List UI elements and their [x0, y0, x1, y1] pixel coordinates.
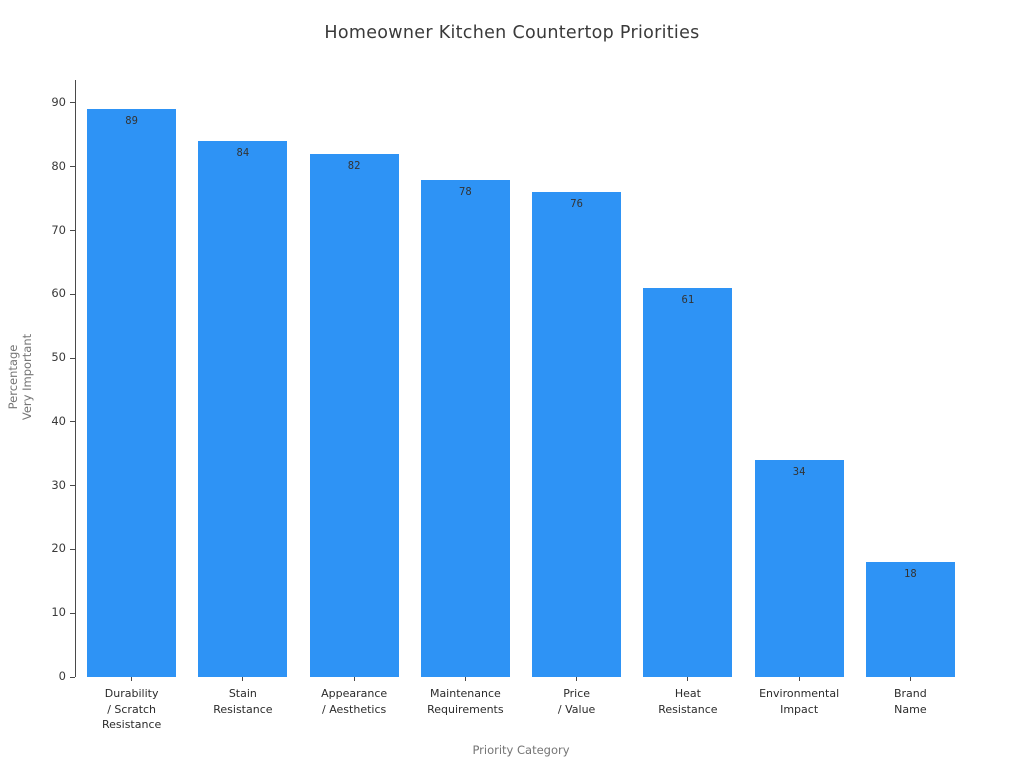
- y-axis-label: Percentage Very Important: [6, 334, 34, 420]
- bar-value-label: 89: [125, 115, 138, 128]
- x-tick-mark: [576, 677, 578, 681]
- y-tick-label: 60: [51, 286, 66, 301]
- bar-heat-resistance: 61: [643, 287, 733, 677]
- bar-value-label: 18: [904, 568, 917, 581]
- x-tick-label-line: Resistance: [658, 702, 718, 716]
- x-tick-label-line: Resistance: [213, 702, 273, 716]
- x-tick-label-line: Maintenance: [429, 687, 501, 700]
- x-tick-label: Environmental Impact: [729, 686, 869, 717]
- bar-appearance-aesthetics: 82: [309, 153, 399, 677]
- x-tick-mark: [242, 677, 244, 681]
- x-tick-mark: [131, 677, 133, 681]
- bar-environmental-impact: 34: [754, 460, 844, 677]
- y-tick-mark: [70, 548, 75, 550]
- x-tick-mark: [798, 677, 800, 681]
- bar-durability-scratch-resistance: 89: [87, 109, 177, 677]
- y-tick-label: 10: [51, 605, 66, 620]
- y-tick-mark: [70, 102, 75, 104]
- x-tick-label-line: Stain: [228, 687, 257, 700]
- bar-value-label: 61: [681, 293, 695, 306]
- bar-value-label: 78: [459, 185, 472, 198]
- x-tick-label-line: Name: [894, 702, 927, 716]
- y-tick-label: 30: [51, 477, 66, 492]
- x-tick-label: Maintenance Requirements: [395, 686, 535, 717]
- y-tick-label: 80: [51, 158, 66, 173]
- y-tick-mark: [70, 166, 75, 168]
- y-tick-mark: [70, 676, 75, 678]
- x-tick-label: Price / Value: [507, 686, 647, 717]
- y-tick-label: 90: [51, 94, 66, 109]
- x-tick-label: Stain Resistance: [173, 686, 313, 717]
- bar-price-value: 76: [532, 192, 622, 677]
- bar-value-label: 82: [347, 159, 361, 172]
- bar-value-label: 84: [236, 147, 250, 160]
- x-tick-label-line: Requirements: [427, 702, 504, 716]
- chart-title: Homeowner Kitchen Countertop Priorities: [324, 23, 700, 43]
- x-tick-label: Durability / Scratch Resistance: [62, 686, 202, 733]
- y-tick-mark: [70, 230, 75, 232]
- y-axis-label-line-1: Percentage: [6, 344, 20, 410]
- y-tick-label: 20: [51, 541, 66, 556]
- x-tick-label-line: Environmental: [759, 687, 840, 700]
- x-tick-label: Appearance / Aesthetics: [284, 686, 424, 717]
- x-tick-label-line: / Scratch: [107, 702, 157, 716]
- y-tick-label: 50: [51, 350, 66, 365]
- x-tick-label-line: / Aesthetics: [322, 702, 387, 716]
- y-tick-label: 70: [51, 222, 66, 237]
- x-axis-label: Priority Category: [472, 743, 570, 757]
- y-tick-mark: [70, 612, 75, 614]
- x-tick-label: Brand Name: [840, 686, 980, 717]
- x-tick-label-line: Impact: [780, 702, 819, 716]
- x-tick-label: Heat Resistance: [618, 686, 758, 717]
- bar-stain-resistance: 84: [198, 141, 288, 677]
- plot-area: 0 10 20 30 40 50 60 70 80 90 89 84 82 78 76 61 34 18 Dur…: [51, 80, 966, 731]
- x-tick-label-line: Resistance: [101, 718, 162, 731]
- y-tick-mark: [70, 485, 75, 487]
- y-tick-mark: [70, 421, 75, 423]
- bar-maintenance-requirements: 78: [420, 179, 510, 677]
- y-tick-label: 0: [58, 669, 66, 683]
- x-tick-label-line: Durability: [104, 687, 159, 700]
- y-tick-mark: [70, 357, 75, 359]
- x-tick-mark: [687, 677, 689, 681]
- x-tick-mark: [353, 677, 355, 681]
- x-tick-mark: [909, 677, 911, 681]
- bar-value-label: 76: [570, 198, 583, 211]
- x-tick-label-line: Brand: [893, 687, 927, 700]
- y-axis-spine: [75, 80, 76, 677]
- x-tick-label-line: Appearance: [321, 687, 388, 700]
- y-tick-label: 40: [51, 413, 66, 428]
- x-tick-label-line: / Value: [557, 702, 596, 716]
- y-axis-label-line-2: Very Important: [20, 333, 34, 421]
- x-tick-label-line: Heat: [674, 687, 701, 700]
- x-tick-label-line: Price: [563, 687, 591, 700]
- bar-value-label: 34: [792, 466, 806, 479]
- x-tick-mark: [464, 677, 466, 681]
- y-tick-mark: [70, 293, 75, 295]
- bar-brand-name: 18: [865, 562, 955, 677]
